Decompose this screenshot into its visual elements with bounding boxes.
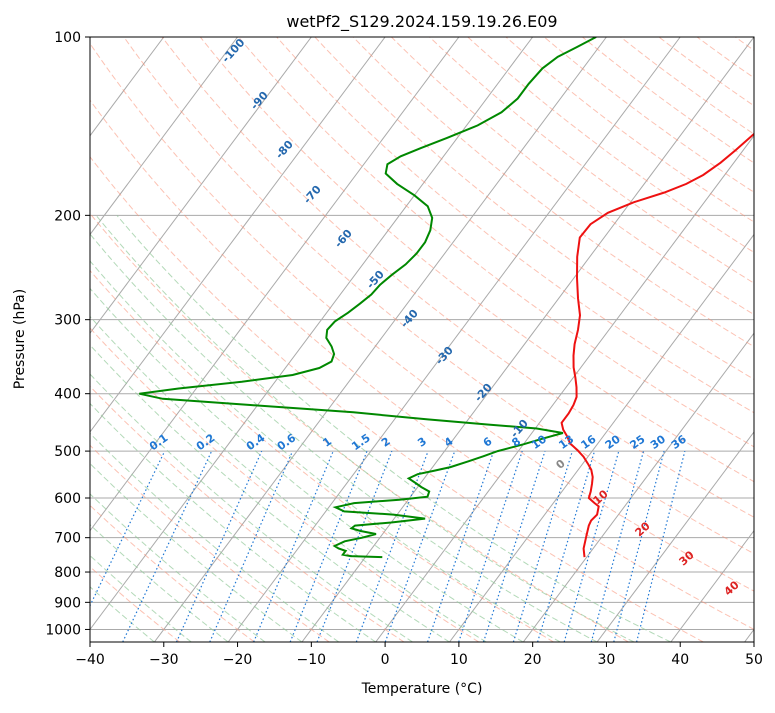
- chart-title: wetPf2_S129.2024.159.19.26.E09: [286, 12, 557, 32]
- y-tick-label: 100: [54, 30, 81, 46]
- x-tick-label: −20: [223, 652, 253, 668]
- x-tick-label: 20: [524, 652, 542, 668]
- y-tick-label: 200: [54, 208, 81, 224]
- y-tick-label: 700: [54, 531, 81, 547]
- x-tick-label: 50: [745, 652, 763, 668]
- x-tick-label: 40: [671, 652, 689, 668]
- y-tick-label: 1000: [45, 622, 81, 638]
- x-tick-label: 10: [450, 652, 468, 668]
- y-tick-label: 600: [54, 491, 81, 507]
- y-tick-label: 500: [54, 444, 81, 460]
- x-tick-label: −10: [297, 652, 327, 668]
- x-tick-label: 30: [598, 652, 616, 668]
- y-tick-label: 400: [54, 387, 81, 403]
- y-tick-label: 300: [54, 313, 81, 329]
- x-tick-label: −40: [75, 652, 105, 668]
- y-axis-label: Pressure (hPa): [12, 289, 28, 389]
- y-tick-label: 900: [54, 595, 81, 611]
- x-axis-label: Temperature (°C): [361, 681, 483, 697]
- y-tick-label: 800: [54, 565, 81, 581]
- x-tick-label: −30: [149, 652, 179, 668]
- x-tick-label: 0: [381, 652, 390, 668]
